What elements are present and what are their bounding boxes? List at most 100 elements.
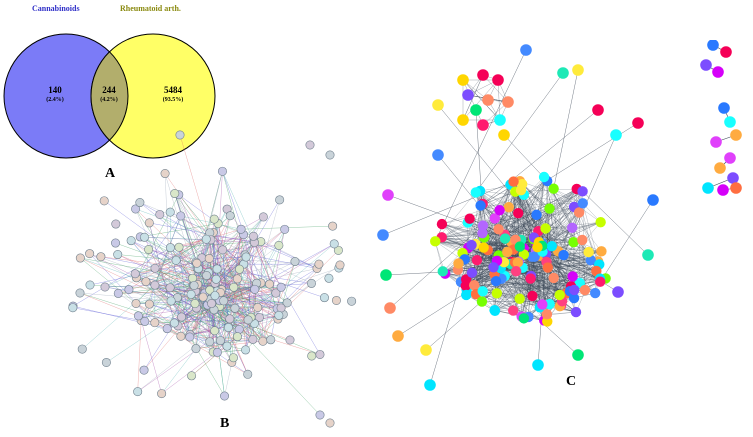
network-b-node (85, 280, 95, 290)
network-c-node (570, 306, 582, 318)
network-c-node (470, 187, 482, 198)
network-b-node (131, 204, 141, 214)
network-b-node (212, 264, 222, 274)
network-b-node (139, 232, 149, 242)
network-c-node (477, 227, 488, 239)
network-c-node (499, 233, 511, 244)
network-c-node (538, 171, 550, 183)
network-c-edge (494, 275, 532, 311)
network-c-edge (599, 199, 654, 282)
network-c-edge (545, 228, 596, 294)
network-b-node (185, 332, 195, 342)
network-c-node (595, 276, 606, 287)
network-c-edge (497, 79, 501, 121)
network-c-node (489, 305, 501, 316)
network-b-node (305, 140, 315, 150)
network-b-node (175, 130, 185, 140)
network-b-edge (209, 241, 262, 342)
venn-title-cannabinoids: Cannabinoids (32, 4, 80, 13)
network-c-node (514, 293, 525, 304)
network-b-node (315, 410, 325, 420)
network-c-edge (511, 191, 516, 243)
network-c-node (384, 302, 396, 314)
network-b-edge (262, 261, 296, 342)
network-b-node (77, 344, 87, 354)
network-c-edge (462, 79, 499, 121)
network-b-edge (138, 307, 197, 317)
network-c-node (579, 284, 591, 296)
network-c-node (724, 152, 736, 164)
panel-label-a: A (105, 166, 116, 181)
network-b-node (207, 299, 217, 309)
network-b-edge (170, 300, 264, 342)
network-c-node (498, 129, 510, 141)
network-b-edge (135, 303, 182, 337)
network-c-node (489, 213, 500, 224)
network-c-node (548, 272, 559, 284)
network-b-node (234, 324, 244, 334)
network-b-node (85, 249, 95, 259)
network-b-node (230, 303, 240, 313)
network-b-node (222, 341, 232, 351)
network-b-edge (143, 307, 197, 371)
venn-diagram: 140 (2.4%) 244 (4.2%) 5484 (93.5%) (3, 33, 216, 159)
network-b-node (96, 252, 106, 262)
network-b-node (150, 263, 160, 273)
network-b-edge (216, 229, 285, 280)
network-b-edge (222, 171, 255, 242)
network-b-node (333, 245, 343, 255)
network-c-node (577, 198, 588, 209)
network-c-node (436, 218, 448, 230)
network-c-edge (542, 251, 601, 279)
network-b-edge (179, 134, 212, 240)
network-c-node (532, 242, 543, 253)
network-c-node (457, 114, 469, 126)
network-b-edge (139, 202, 214, 233)
network-b-node (204, 253, 214, 263)
network-b-edge (245, 318, 279, 351)
network-b-node (113, 288, 123, 298)
network-c-node (482, 94, 494, 106)
network-b-node (166, 296, 176, 306)
network-b-node (271, 288, 281, 298)
network-b-node (280, 224, 290, 234)
network-b-node (187, 371, 197, 381)
network-b-node (189, 280, 199, 290)
network-b-edge (252, 286, 257, 340)
network-b-node (331, 295, 341, 305)
network-c-edge (504, 180, 548, 235)
network-b-node (223, 322, 233, 332)
network-c-node (542, 262, 553, 273)
network-c-edge (530, 278, 601, 282)
network-b-node (250, 284, 260, 294)
network-c-edge (494, 260, 591, 311)
network-c-edge (475, 109, 485, 238)
network-b-edge (222, 229, 242, 251)
network-b-node (111, 238, 121, 248)
network-c-node (432, 149, 444, 161)
network-c-node (710, 136, 722, 148)
network-b-edge (141, 291, 196, 321)
network-b-edge (239, 329, 321, 355)
network-b-node (210, 291, 220, 301)
network-c-node (544, 298, 555, 310)
network-c-node (461, 289, 472, 301)
network-b-node (171, 255, 181, 265)
network-c-node (529, 251, 540, 262)
network-b-edge (164, 173, 212, 240)
network-c-node (546, 241, 557, 252)
network-b-node (210, 326, 220, 336)
network-b-node (150, 318, 160, 328)
network-c-edge (480, 203, 583, 206)
network-c-node (494, 114, 506, 126)
network-c-edge (382, 181, 514, 236)
network-c-edge (503, 134, 548, 182)
network-b-node (276, 303, 286, 313)
network-b-edge (80, 257, 193, 279)
network-c-node (453, 258, 464, 269)
network-c-edge (536, 191, 583, 216)
network-c-node (490, 275, 502, 287)
network-b-node (126, 236, 136, 246)
network-b-edge (281, 267, 339, 288)
